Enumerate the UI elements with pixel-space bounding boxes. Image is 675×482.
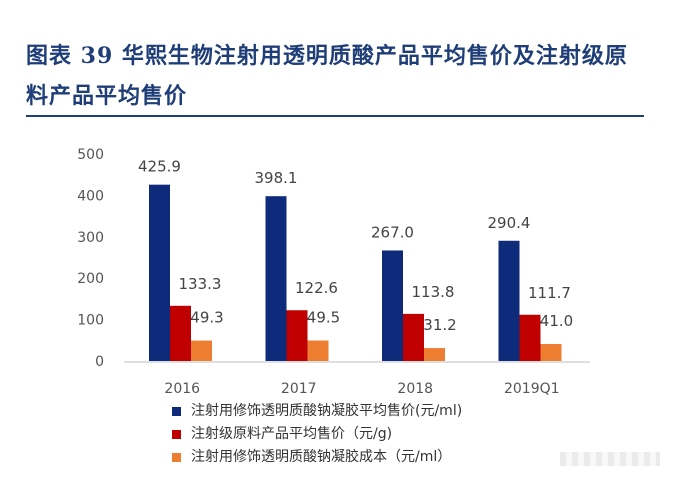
legend-item-2: 注射级原料产品平均售价（元/g)	[172, 423, 462, 446]
x-tick-label: 2016	[164, 381, 200, 397]
x-tick-label: 2017	[281, 381, 317, 397]
data-label: 111.7	[528, 284, 571, 302]
chart-title: 图表 39 华熙生物注射用透明质酸产品平均售价及注射级原料产品平均售价	[26, 43, 628, 109]
bar-series-3	[191, 340, 212, 361]
data-label: 267.0	[371, 223, 414, 241]
y-tick-label: 400	[77, 188, 104, 204]
bar-series-2	[170, 305, 191, 361]
bar-series-3	[540, 344, 562, 361]
y-tick-label: 0	[95, 354, 104, 370]
y-tick-label: 500	[77, 147, 104, 163]
y-axis: 0 100 200 300 400 500	[77, 147, 590, 370]
data-label: 49.3	[190, 309, 223, 327]
legend-swatch	[172, 453, 181, 462]
y-tick-label: 200	[77, 271, 104, 287]
x-tick-label: 2019Q1	[504, 381, 560, 397]
legend: 注射用修饰透明质酸钠凝胶平均售价(元/ml) 注射级原料产品平均售价（元/g) 注射…	[172, 400, 462, 469]
legend-item-1: 注射用修饰透明质酸钠凝胶平均售价(元/ml)	[172, 400, 462, 423]
legend-swatch	[172, 430, 181, 439]
watermark	[560, 452, 660, 466]
data-label: 398.1	[255, 169, 298, 187]
legend-swatch	[172, 407, 181, 416]
data-label: 133.3	[179, 275, 222, 293]
x-tick-label: 2018	[397, 381, 433, 397]
data-label: 122.6	[295, 279, 338, 297]
data-label: 31.2	[423, 316, 456, 334]
data-label: 290.4	[488, 214, 531, 232]
bar-series-1	[149, 184, 170, 361]
data-label: 113.8	[412, 283, 455, 301]
bar-series-3	[424, 348, 445, 361]
bar-series-1	[265, 196, 287, 361]
bar-series-3	[307, 340, 329, 361]
data-label: 41.0	[540, 312, 573, 330]
data-label: 425.9	[138, 158, 181, 176]
legend-label: 注射用修饰透明质酸钠凝胶平均售价(元/ml)	[191, 403, 463, 419]
y-tick-label: 300	[77, 230, 104, 246]
legend-label: 注射级原料产品平均售价（元/g)	[191, 426, 393, 442]
bar-chart: 0 100 200 300 400 500 2016 2017 2018 2019Q1 425.…	[77, 147, 590, 397]
x-axis: 2016 2017 2018 2019Q1	[164, 381, 559, 397]
bar-series-1	[382, 250, 403, 361]
title-underline	[26, 115, 644, 117]
bar-series-2	[403, 313, 424, 361]
bar-series-1	[498, 240, 520, 361]
data-labels: 425.9 133.3 49.3 398.1 122.6 49.5 267.0 113.8 31…	[138, 158, 573, 334]
legend-item-3: 注射用修饰透明质酸钠凝胶成本（元/ml）	[172, 446, 462, 469]
data-label: 49.5	[307, 309, 340, 327]
bars	[149, 184, 562, 361]
bar-series-2	[519, 314, 541, 361]
legend-label: 注射用修饰透明质酸钠凝胶成本（元/ml）	[191, 449, 452, 465]
bar-series-2	[286, 310, 308, 361]
y-tick-label: 100	[77, 313, 104, 329]
